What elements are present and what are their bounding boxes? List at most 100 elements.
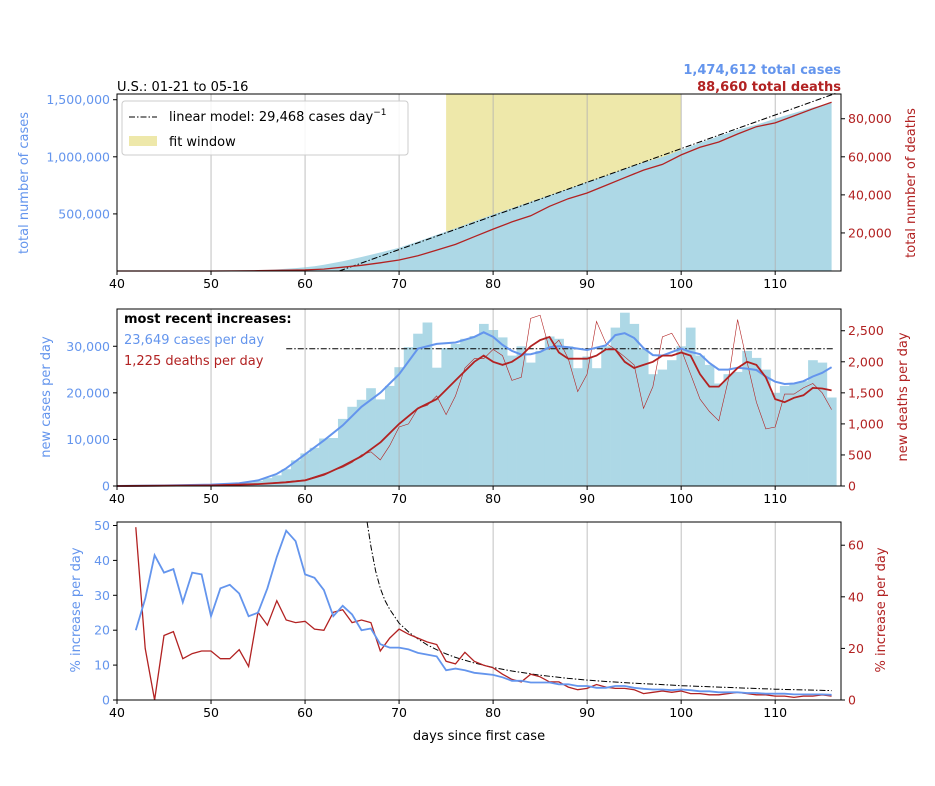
new-cases-bar [620, 312, 630, 486]
right-tick-label: 60 [848, 538, 864, 553]
new-cases-bar [563, 346, 574, 486]
left-tick-label: 30,000 [66, 339, 110, 354]
new-cases-bar [685, 327, 696, 486]
x-tick-label: 40 [109, 705, 125, 720]
new-cases-bar [817, 362, 828, 486]
new-cases-bar [798, 381, 809, 486]
right-tick-label: 20 [848, 641, 864, 656]
legend-box [121, 100, 409, 156]
total-cases-label: 1,474,612 total cases [683, 63, 841, 78]
cases-percent-line [134, 528, 832, 696]
new-cases-bar [319, 438, 329, 486]
right-tick-label: 20,000 [848, 225, 892, 240]
left-tick-label: 40 [94, 553, 110, 568]
x-tick-label: 50 [203, 705, 219, 720]
left-tick-label: 50 [94, 518, 110, 533]
right-tick-label: 0 [848, 479, 856, 494]
x-tick-label: 70 [391, 276, 407, 291]
x-tick-label: 50 [203, 276, 219, 291]
right-tick-label: 2,500 [848, 323, 884, 338]
right-tick-label: 2,000 [848, 354, 884, 369]
new-cases-bar [281, 469, 292, 486]
legend-fit-swatch [129, 136, 157, 146]
top-x-ticks: 40 50 60 70 80 90 100 110 [109, 271, 787, 291]
new-cases-bar [535, 350, 546, 486]
x-tick-label: 100 [669, 276, 693, 291]
legend-fit-label: fit window [169, 135, 236, 150]
new-cases-bar [695, 355, 705, 486]
x-tick-label: 80 [485, 276, 501, 291]
cumulative-panel: 40 50 60 70 80 90 100 110 500,000 1,000,000 1,500… [17, 63, 919, 291]
x-tick-label: 100 [669, 705, 693, 720]
top-right-ylabel: total number of deaths [904, 108, 919, 258]
x-tick-label: 110 [763, 705, 787, 720]
new-cases-bar [629, 323, 640, 486]
x-tick-label: 70 [391, 705, 407, 720]
bottom-axes-frame [116, 521, 842, 701]
new-cases-bar [789, 383, 799, 486]
new-cases-bar [742, 350, 752, 486]
bottom-xlabel: days since first case [413, 729, 545, 744]
new-cases-bar [347, 406, 358, 486]
new-cases-bar [714, 383, 724, 486]
middle-axes-frame [116, 308, 842, 487]
total-deaths-line [117, 101, 832, 272]
recent-increases-title: most recent increases: [124, 312, 292, 327]
new-cases-bar [544, 336, 555, 486]
right-tick-label: 40 [848, 589, 864, 604]
new-cases-bar [779, 385, 790, 486]
new-cases-bar [413, 333, 423, 486]
new-cases-bar [732, 371, 743, 486]
deaths-percent-line [135, 527, 832, 700]
x-tick-label: 40 [109, 276, 125, 291]
x-tick-label: 50 [203, 491, 219, 506]
new-cases-bar [262, 478, 273, 486]
new-cases-bar [431, 367, 442, 486]
x-tick-label: 90 [579, 491, 595, 506]
x-tick-label: 60 [297, 276, 313, 291]
new-cases-bar [667, 360, 677, 486]
new-cases-bar [450, 343, 461, 486]
total-deaths-label: 88,660 total deaths [697, 80, 841, 95]
left-tick-label: 1,000,000 [46, 149, 110, 164]
x-tick-label: 80 [485, 491, 501, 506]
new-cases-bar [469, 336, 480, 486]
x-tick-label: 80 [485, 705, 501, 720]
total-cases-area [117, 102, 832, 271]
right-tick-label: 0 [848, 693, 856, 708]
new-cases-bar [638, 348, 649, 486]
model-percent-line [366, 522, 832, 692]
new-cases-bar [723, 374, 734, 486]
new-cases-bar [751, 357, 762, 486]
linear-model-line [339, 92, 837, 272]
x-tick-label: 40 [109, 491, 125, 506]
left-tick-label: 30 [94, 588, 110, 603]
cases-smoothed-line [116, 331, 833, 487]
right-tick-label: 500 [848, 447, 872, 462]
new-cases-bar [272, 475, 282, 486]
left-tick-label: 10 [94, 658, 110, 673]
x-tick-label: 60 [297, 705, 313, 720]
right-tick-label: 1,000 [848, 416, 884, 431]
new-cases-bar [554, 338, 564, 486]
deaths-smoothed-line [116, 335, 832, 487]
right-tick-label: 80,000 [848, 111, 892, 126]
recent-deaths-note: 1,225 deaths per day [124, 354, 264, 369]
x-tick-label: 100 [669, 491, 693, 506]
right-tick-label: 40,000 [848, 187, 892, 202]
x-tick-label: 90 [579, 276, 595, 291]
left-tick-label: 10,000 [66, 432, 110, 447]
new-cases-bar [441, 348, 452, 486]
daily-panel: 40 50 60 70 80 90 100 110 0 10,000 20,000 30,000 0… [39, 308, 911, 506]
new-cases-bar [507, 355, 517, 486]
recent-cases-note: 23,649 cases per day [124, 333, 264, 348]
x-tick-label: 110 [763, 491, 787, 506]
bottom-left-ylabel: % increase per day [69, 547, 84, 672]
left-tick-label: 20,000 [66, 385, 110, 400]
top-axes-frame [116, 93, 842, 272]
new-cases-bar [366, 388, 376, 486]
right-tick-label: 1,500 [848, 385, 884, 400]
x-tick-label: 110 [763, 276, 787, 291]
middle-x-ticks: 40 50 60 70 80 90 100 110 [109, 486, 787, 506]
